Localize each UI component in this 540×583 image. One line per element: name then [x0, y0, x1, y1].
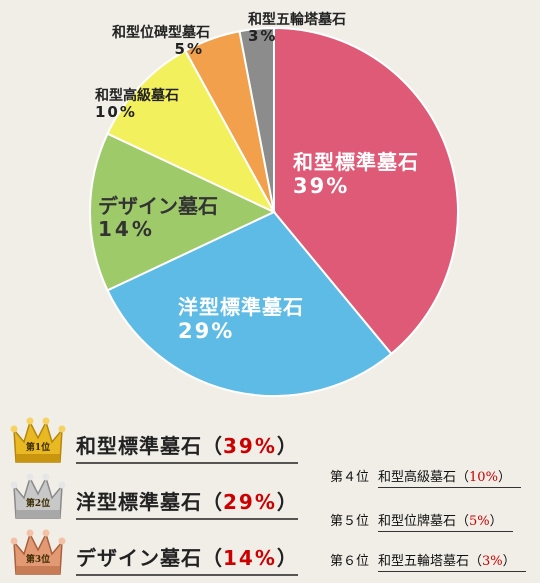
- slice-label-4: 和型位碑型墓石 5%: [112, 25, 210, 59]
- pie-slice-5: [238, 26, 275, 213]
- rank-6-text: 和型五輪塔墓石（3%）: [378, 554, 526, 572]
- rank-3: 第3位 デザイン墓石（14%）: [8, 524, 318, 580]
- rank-2: 第2位 洋型標準墓石（29%）: [8, 468, 318, 524]
- rank-6: 第６位 和型五輪塔墓石（3%）: [330, 550, 526, 572]
- rank-5-position: 第５位: [330, 514, 370, 529]
- slice-label-5: 和型五輪塔墓石 3%: [248, 12, 346, 46]
- pie-slice-2: [89, 132, 277, 292]
- ranking-section: 第1位 和型標準墓石（39%） 第2位 洋型標準墓石（29%）: [0, 400, 540, 583]
- rank-4: 第４位 和型高級墓石（10%）: [330, 466, 521, 488]
- rank-1-badge: 第1位: [25, 443, 51, 453]
- rank-1: 第1位 和型標準墓石（39%）: [8, 412, 318, 468]
- rank-2-text: 洋型標準墓石（29%）: [76, 486, 298, 520]
- rank-4-position: 第４位: [330, 470, 370, 485]
- rank-3-text: デザイン墓石（14%）: [76, 542, 298, 576]
- slice-label-0: 和型標準墓石 39%: [293, 150, 419, 199]
- slice-label-3: 和型高級墓石 10%: [95, 88, 179, 122]
- rank-5: 第５位 和型位牌墓石（5%）: [330, 510, 513, 532]
- bronze-crown-icon: 第3位: [8, 524, 68, 580]
- pie-slice-3: [106, 49, 277, 215]
- rank-2-badge: 第2位: [25, 499, 51, 509]
- pie-chart-area: 和型標準墓石 39% 洋型標準墓石 29% デザイン墓石 14% 和型高級墓石 …: [89, 12, 459, 397]
- slice-label-1: 洋型標準墓石 29%: [178, 295, 304, 344]
- rank-3-badge: 第3位: [25, 555, 51, 565]
- rank-1-text: 和型標準墓石（39%）: [76, 430, 298, 464]
- rank-5-text: 和型位牌墓石（5%）: [378, 514, 513, 532]
- silver-crown-icon: 第2位: [8, 468, 68, 524]
- pie-slice-0: [273, 26, 459, 356]
- rank-4-text: 和型高級墓石（10%）: [378, 470, 521, 488]
- rank-6-position: 第６位: [330, 554, 370, 569]
- gold-crown-icon: 第1位: [8, 412, 68, 468]
- pie-chart: [89, 26, 459, 397]
- slice-label-2: デザイン墓石 14%: [98, 194, 218, 241]
